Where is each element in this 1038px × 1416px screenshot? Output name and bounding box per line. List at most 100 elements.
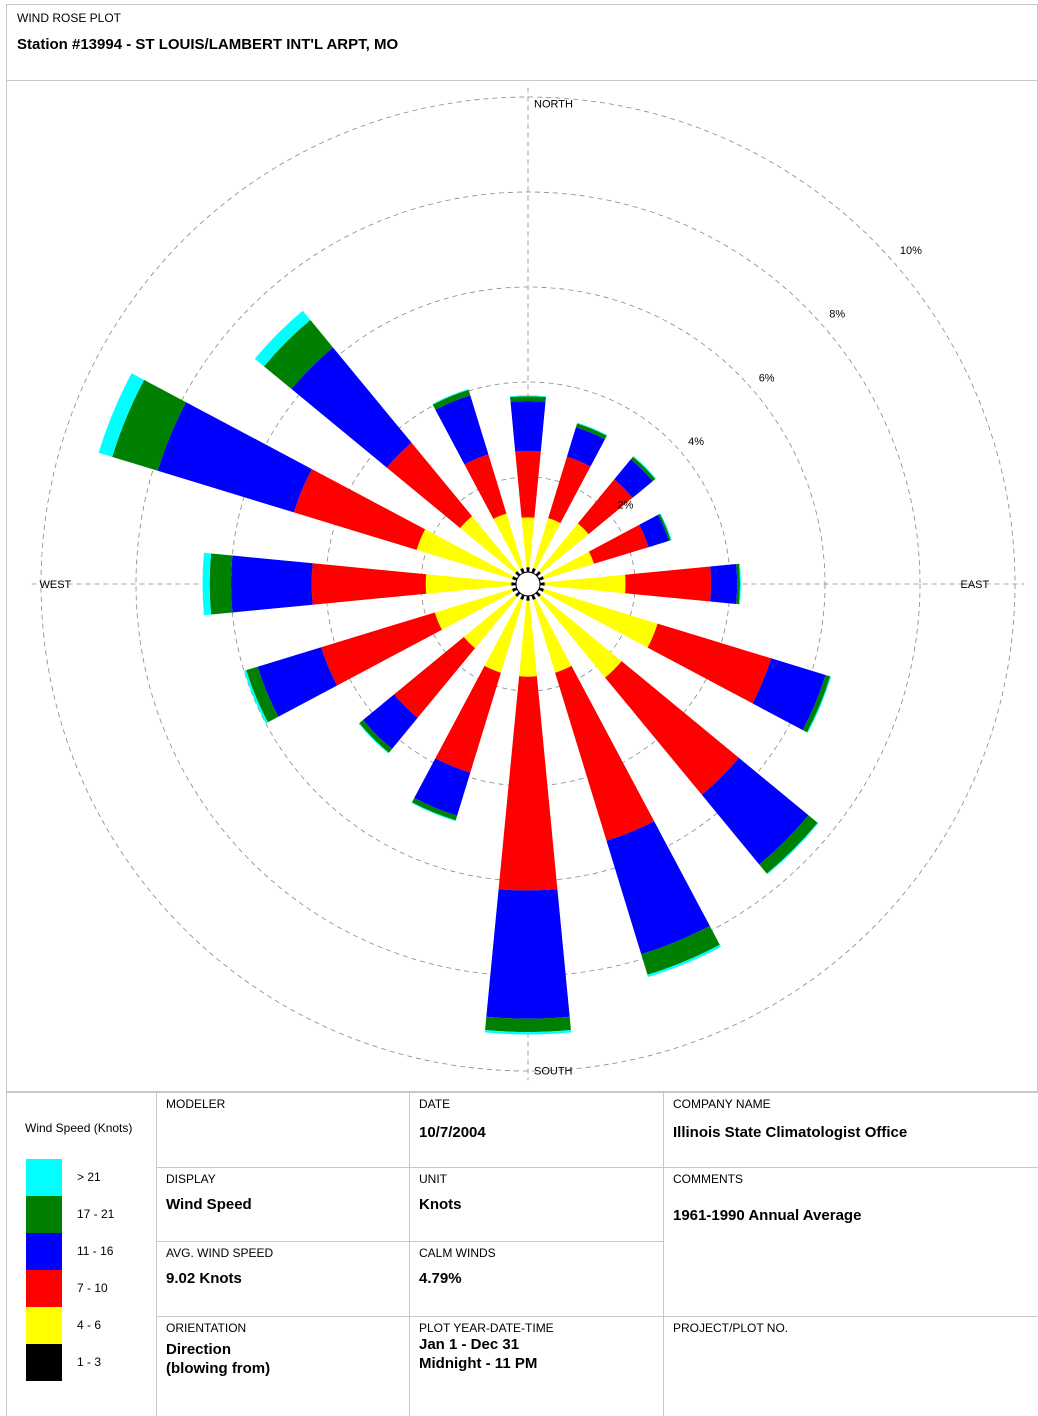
petal-segment: [434, 588, 514, 630]
petal-segment: [641, 925, 720, 975]
plot-time-value: Jan 1 - Dec 31 Midnight - 11 PM: [419, 1335, 537, 1373]
calm-winds-label: CALM WINDS: [419, 1246, 496, 1260]
petal-segment: [606, 821, 710, 955]
petal-segment: [515, 450, 541, 518]
north-label: NORTH: [534, 99, 573, 111]
petal-segment: [435, 665, 501, 773]
legend-swatch: [26, 1270, 62, 1307]
date-value: 10/7/2004: [419, 1124, 486, 1141]
header: WIND ROSE PLOT Station #13994 - ST LOUIS…: [6, 4, 1038, 81]
petal-segment: [425, 574, 512, 594]
petal-segment: [484, 598, 524, 673]
petal-segment: [531, 594, 536, 600]
petal-segment: [647, 623, 772, 704]
petal-segment: [202, 552, 212, 616]
petal-segment: [493, 513, 524, 570]
petal-segment: [588, 524, 649, 564]
petal-segment: [630, 456, 656, 482]
petal-segment: [526, 567, 530, 573]
orientation-value: Direction (blowing from): [166, 1340, 270, 1378]
petal-segment: [538, 594, 622, 678]
petal-segment: [486, 889, 570, 1019]
legend-swatch: [26, 1233, 62, 1270]
petal-segment: [511, 582, 517, 586]
petal-segment: [520, 568, 525, 574]
petal-segment: [710, 564, 738, 604]
petal-segment: [244, 670, 268, 724]
petal-segment: [112, 379, 187, 471]
petal-segment: [575, 423, 607, 440]
petal-segment: [386, 442, 472, 528]
legend-label: 7 - 10: [77, 1281, 108, 1295]
petal-segment: [257, 647, 338, 717]
petal-segment: [535, 571, 541, 577]
project-cell: PROJECT/PLOT NO.: [663, 1316, 1038, 1416]
petal-segment: [432, 389, 471, 410]
petal-segment: [311, 563, 427, 605]
display-label: DISPLAY: [166, 1172, 216, 1186]
legend-swatch: [26, 1196, 62, 1233]
unit-label: UNIT: [419, 1172, 447, 1186]
calm-circle: [515, 571, 541, 597]
petal-segment: [701, 757, 809, 865]
petal-segment: [414, 758, 471, 816]
petal-segment: [739, 563, 741, 605]
date-label: DATE: [419, 1097, 451, 1111]
petal-segment: [539, 582, 545, 586]
petal-segment: [432, 389, 469, 405]
petal-segment: [485, 1016, 571, 1033]
petal-segment: [515, 591, 521, 597]
modeler-label: MODELER: [166, 1097, 226, 1111]
petal-segment: [411, 802, 456, 822]
petal-segment: [512, 587, 518, 592]
petal-segment: [254, 310, 311, 367]
south-label: SOUTH: [534, 1066, 573, 1078]
petal-segment: [515, 571, 521, 577]
wind-rose-chart: 2% 4% 6% 8% 10% NORTH SOUTH EAST WEST: [31, 87, 1025, 1081]
petal-segment: [752, 658, 826, 731]
legend-swatch: [26, 1159, 62, 1196]
petal-segment: [412, 798, 458, 821]
petal-segment: [464, 454, 507, 519]
petal-segment: [435, 395, 489, 465]
calm-winds-cell: CALM WINDS 4.79%: [409, 1241, 663, 1316]
petal-segment: [658, 513, 671, 541]
project-label: PROJECT/PLOT NO.: [673, 1321, 789, 1335]
company-cell: COMPANY NAME Illinois State Climatologis…: [663, 1092, 1038, 1167]
petal-segment: [759, 815, 818, 874]
petal-segment: [157, 402, 312, 513]
avg-speed-cell: AVG. WIND SPEED 9.02 Knots: [156, 1241, 409, 1316]
petal-segment: [484, 1030, 572, 1035]
petal-segment: [639, 514, 669, 548]
petal-segment: [605, 661, 739, 795]
petal-segment: [802, 675, 831, 733]
petal-segment: [359, 720, 392, 753]
legend-swatch: [26, 1307, 62, 1344]
display-cell: DISPLAY Wind Speed: [156, 1167, 409, 1241]
east-label: EAST: [961, 579, 990, 591]
display-value: Wind Speed: [166, 1196, 252, 1213]
company-value: Illinois State Climatologist Office: [673, 1124, 908, 1141]
legend-label: 11 - 16: [77, 1244, 114, 1258]
orientation-cell: ORIENTATION Direction (blowing from): [156, 1316, 409, 1416]
station-title: Station #13994 - ST LOUIS/LAMBERT INT'L …: [17, 36, 399, 53]
petal-segment: [625, 566, 712, 602]
orientation-label: ORIENTATION: [166, 1321, 247, 1335]
legend-label: > 21: [77, 1170, 101, 1184]
petal-segment: [394, 637, 475, 718]
petal-segment: [98, 373, 145, 457]
comments-label: COMMENTS: [673, 1172, 743, 1186]
petal-segment: [510, 400, 546, 452]
petal-segment: [521, 517, 535, 568]
petal-segment: [614, 459, 653, 498]
legend-label: 1 - 3: [77, 1355, 102, 1369]
petal-segment: [632, 456, 656, 480]
petal-segment: [509, 395, 547, 398]
avg-speed-value: 9.02 Knots: [166, 1270, 242, 1287]
petal-segment: [577, 479, 633, 535]
petal-segment: [498, 676, 558, 891]
petal-segment: [510, 396, 546, 402]
petal-segment: [463, 594, 518, 649]
company-label: COMPANY NAME: [673, 1097, 771, 1111]
petal-segment: [736, 563, 740, 605]
